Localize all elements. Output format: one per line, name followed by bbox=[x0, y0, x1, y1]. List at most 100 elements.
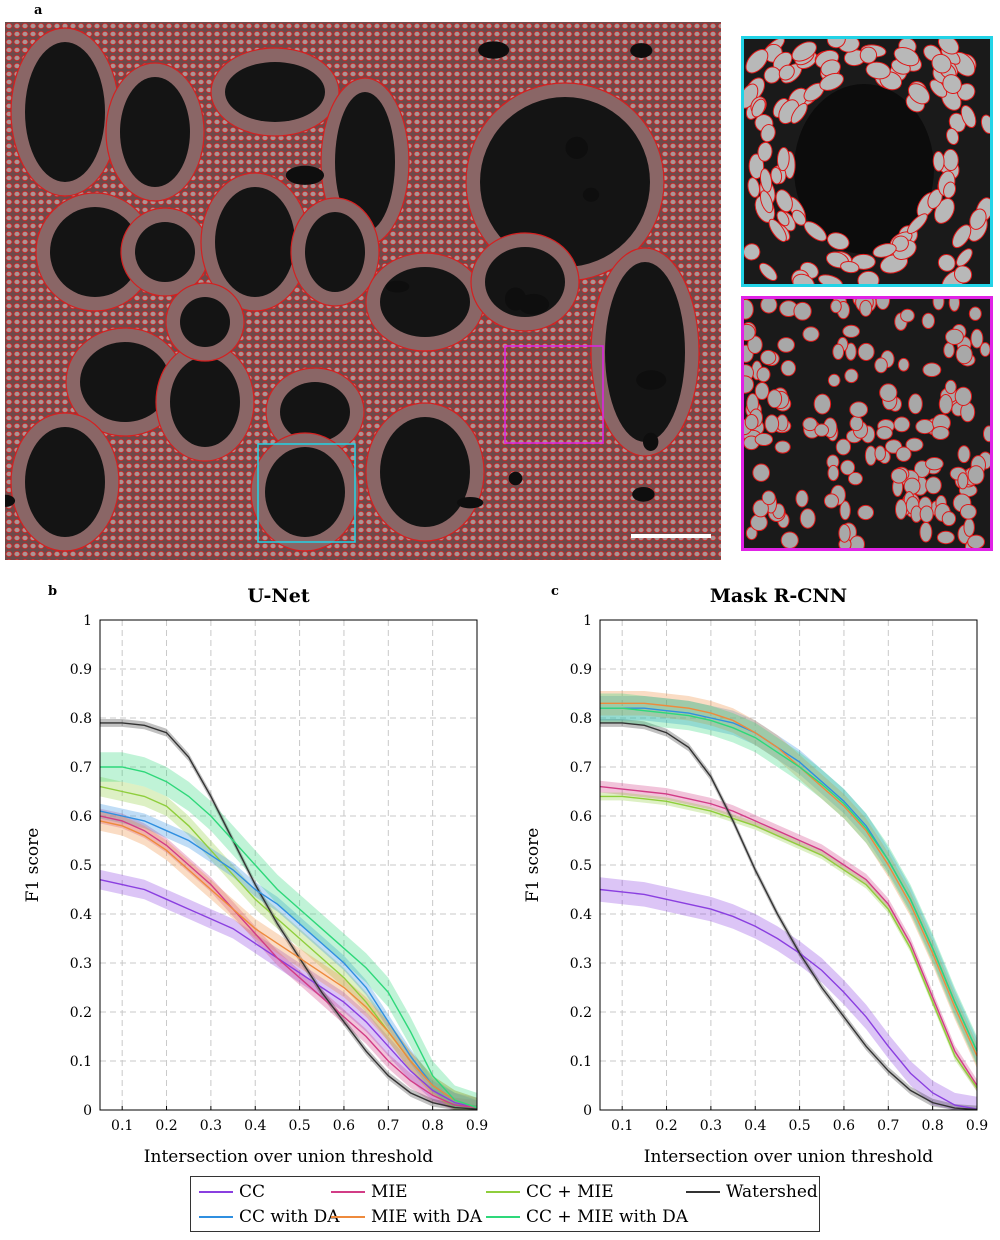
nucleus-outline bbox=[752, 499, 769, 518]
nucleus-outline bbox=[839, 500, 851, 521]
nucleus-outline bbox=[967, 534, 986, 548]
cyan-inset-image bbox=[741, 36, 993, 287]
nucleus-outline bbox=[776, 210, 790, 227]
y-tick-label: 1 bbox=[83, 613, 92, 629]
nucleus-outline bbox=[937, 39, 960, 55]
nucleus-outline bbox=[744, 243, 761, 261]
magenta-roi-box bbox=[504, 345, 604, 444]
nucleus-outline bbox=[859, 46, 878, 64]
nucleus-outline bbox=[903, 477, 921, 495]
x-tick-label: 0.9 bbox=[466, 1118, 488, 1134]
y-tick-label: 0.3 bbox=[570, 956, 592, 972]
gland-lumen bbox=[120, 77, 190, 187]
legend-item-mie: MIE bbox=[331, 1182, 408, 1202]
nucleus-outline bbox=[938, 393, 953, 415]
x-tick-label: 0.6 bbox=[833, 1118, 855, 1134]
nucleus-outline bbox=[780, 531, 799, 548]
maskrcnn-chart: Mask R-CNN 0 0.1 0.2 0.3 0.4 0.5 0.6 0.7 0.8 0.9 1 0… bbox=[523, 585, 988, 1167]
nucleus-outline bbox=[967, 465, 985, 485]
nucleus-outline bbox=[754, 432, 774, 447]
nucleus-outline bbox=[744, 375, 755, 394]
legend-swatch-cc-mie-da bbox=[486, 1216, 520, 1218]
nucleus-outline bbox=[840, 260, 860, 274]
y-tick-label: 0.5 bbox=[70, 858, 92, 874]
dark-region bbox=[385, 280, 410, 293]
unet-chart: U-Net 0 0.1 0.2 0.3 0.4 0.5 0.6 0.7 0.8 0.9 1 0.1 0.2… bbox=[23, 585, 488, 1167]
nucleus-outline bbox=[790, 102, 808, 124]
nucleus-outline bbox=[826, 232, 850, 250]
nucleus-outline bbox=[908, 393, 923, 415]
nucleus-outline bbox=[752, 463, 771, 482]
nucleus-outline bbox=[795, 489, 809, 508]
nucleus-outline bbox=[925, 476, 942, 495]
magenta-inset-svg bbox=[744, 299, 990, 548]
nucleus-outline bbox=[953, 265, 973, 284]
y-tick-label: 0.5 bbox=[570, 858, 592, 874]
nucleus-outline bbox=[893, 46, 920, 67]
dark-region bbox=[517, 293, 550, 315]
nucleus-outline bbox=[876, 426, 893, 440]
dark-region bbox=[582, 187, 600, 202]
nucleus-outline bbox=[919, 505, 934, 523]
nucleus-outline bbox=[751, 98, 766, 118]
y-tick-label: 0.2 bbox=[70, 1005, 92, 1021]
y-tick-label: 0.4 bbox=[70, 907, 92, 923]
nucleus-outline bbox=[754, 381, 770, 401]
nucleus-outline bbox=[802, 417, 818, 432]
dark-region bbox=[632, 486, 655, 502]
nucleus-outline bbox=[957, 445, 971, 464]
nucleus-outline bbox=[763, 66, 781, 84]
legend: CC MIE CC + MIE Watershed CC with DA MIE… bbox=[190, 1176, 820, 1232]
y-tick-label: 0.1 bbox=[570, 1054, 592, 1070]
gland-lumen bbox=[215, 187, 295, 297]
series-line bbox=[600, 722, 978, 1111]
y-axis-label: F1 score bbox=[23, 828, 43, 903]
nucleus-outline bbox=[960, 105, 977, 129]
x-tick-label: 0.1 bbox=[611, 1118, 633, 1134]
nucleus-outline bbox=[944, 379, 957, 395]
nucleus-outline bbox=[835, 438, 852, 456]
magenta-inset-image bbox=[741, 296, 993, 551]
series-line bbox=[600, 702, 978, 1057]
legend-label-watershed: Watershed bbox=[726, 1182, 818, 1202]
x-tick-label: 0.8 bbox=[422, 1118, 444, 1134]
y-tick-label: 1 bbox=[583, 613, 592, 629]
nucleus-outline bbox=[931, 53, 952, 74]
gland-lumen bbox=[335, 92, 395, 232]
gland-lumen bbox=[80, 342, 170, 422]
x-tick-label: 0.5 bbox=[788, 1118, 810, 1134]
y-tick-label: 0 bbox=[583, 1103, 592, 1119]
dark-region bbox=[285, 165, 325, 185]
gland-structures bbox=[5, 27, 700, 552]
legend-label-mie: MIE bbox=[371, 1182, 408, 1202]
legend-swatch-cc bbox=[199, 1191, 233, 1193]
chart-title: U-Net bbox=[247, 585, 310, 607]
gland-lumen bbox=[380, 417, 470, 527]
series-band bbox=[600, 695, 977, 1064]
legend-label-cc-da: CC with DA bbox=[239, 1207, 340, 1227]
series-band bbox=[100, 811, 477, 1110]
gland-lumen bbox=[305, 212, 365, 292]
series-band bbox=[600, 877, 977, 1110]
nucleus-outline bbox=[791, 209, 807, 226]
nucleus-outline bbox=[875, 299, 891, 310]
dark-region bbox=[636, 370, 667, 390]
y-tick-label: 0.2 bbox=[570, 1005, 592, 1021]
nucleus-outline bbox=[842, 324, 861, 338]
y-tick-label: 0.8 bbox=[570, 711, 592, 727]
x-tick-label: 0.1 bbox=[111, 1118, 133, 1134]
nucleus-outline bbox=[849, 401, 869, 418]
nucleus-outline bbox=[945, 328, 964, 346]
nucleus-outline bbox=[767, 389, 783, 409]
nucleus-outline bbox=[757, 141, 773, 162]
cyan-roi-box bbox=[257, 443, 356, 543]
series-line bbox=[600, 707, 978, 1052]
nucleus-outline bbox=[759, 168, 773, 193]
y-axis-label: F1 score bbox=[523, 828, 543, 903]
series-line bbox=[600, 795, 978, 1089]
gland-lumen bbox=[380, 267, 470, 337]
dark-region bbox=[456, 497, 484, 509]
gland-lumen bbox=[135, 222, 195, 282]
nucleus-outline bbox=[747, 335, 763, 355]
scale-bar bbox=[631, 534, 711, 538]
